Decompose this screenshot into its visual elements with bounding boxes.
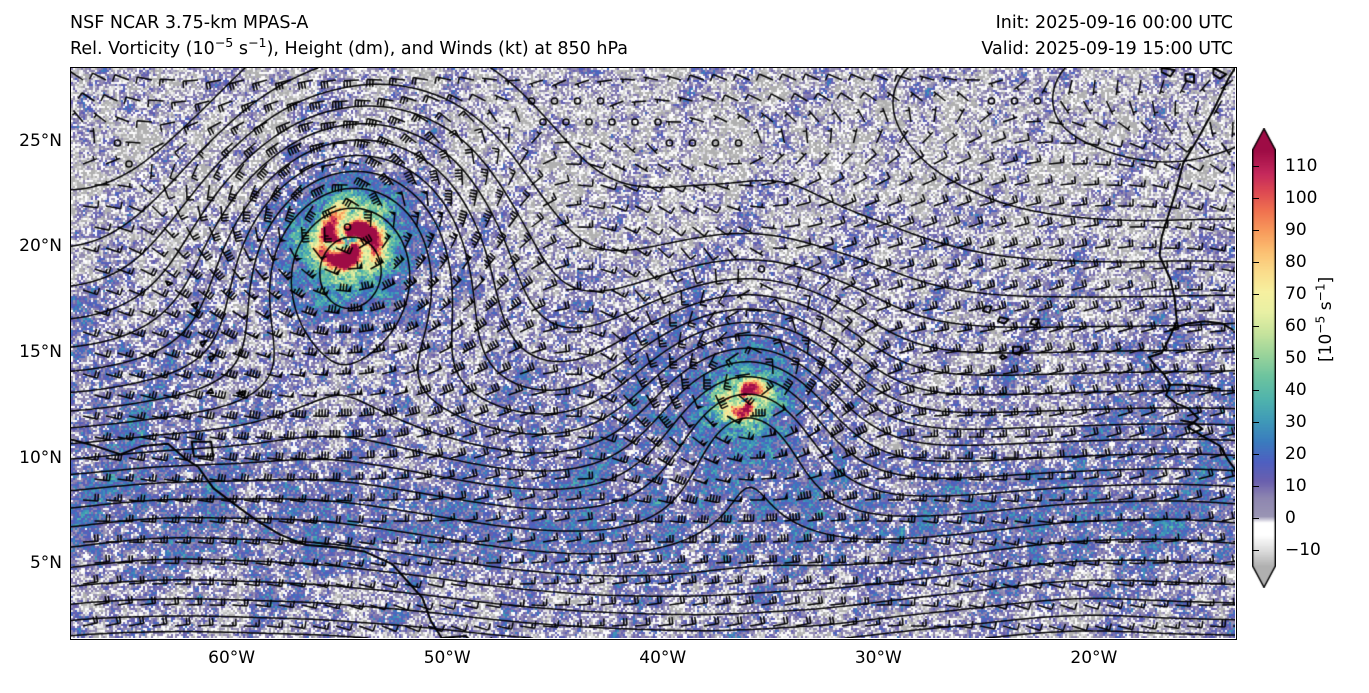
cb-unit-mid: s xyxy=(1316,301,1336,316)
colorbar-ticklabel-60: 60 xyxy=(1285,316,1307,336)
colorbar-ticklabel-10: 10 xyxy=(1285,476,1307,496)
lat-tick-15: 15°N xyxy=(19,342,62,362)
colorbar-tickmark-80 xyxy=(1252,262,1259,263)
lat-tick-5: 5°N xyxy=(29,553,62,574)
lat-tick-20: 20°N xyxy=(19,236,62,257)
colorbar-ticklabel-0: 0 xyxy=(1285,508,1296,528)
colorbar-ticklabel-110: 110 xyxy=(1285,156,1318,176)
colorbar-ticklabel-20: 20 xyxy=(1285,444,1307,464)
colorbar-tickmark-70 xyxy=(1252,294,1259,295)
lat-tick-10: 10°N xyxy=(19,447,62,468)
cb-unit-exp-2: −1 xyxy=(1313,283,1328,302)
field-exponent-1: −5 xyxy=(214,35,234,51)
colorbar-units-label: [10−5 s−1] xyxy=(1313,276,1336,362)
colorbar-ticklabel-40: 40 xyxy=(1285,380,1307,400)
colorbar-tickmark-10 xyxy=(1252,486,1259,487)
colorbar-ticklabel-100: 100 xyxy=(1285,188,1318,208)
field-mid: s xyxy=(233,39,248,59)
colorbar-ticklabel-70: 70 xyxy=(1285,284,1307,304)
cb-unit-exp-1: −5 xyxy=(1313,315,1328,334)
colorbar-ticklabel-50: 50 xyxy=(1285,348,1307,368)
colorbar-tickmark--10 xyxy=(1252,550,1259,551)
colorbar-tickmark-100 xyxy=(1252,198,1259,199)
colorbar-tickmark-40 xyxy=(1252,390,1259,391)
map-plot-area[interactable] xyxy=(70,67,1237,640)
lon-tick-60: 60°W xyxy=(208,648,256,668)
valid-time-label: Valid: 2025-09-19 15:00 UTC xyxy=(981,39,1233,59)
lat-tick-25: 25°N xyxy=(19,130,62,151)
vorticity-height-wind-map xyxy=(71,68,1235,638)
init-time-label: Init: 2025-09-16 00:00 UTC xyxy=(995,13,1233,33)
lon-tick-40: 40°W xyxy=(639,648,687,668)
colorbar-tickmark-20 xyxy=(1252,454,1259,455)
lon-tick-20: 20°W xyxy=(1070,648,1118,668)
colorbar-tickmark-0 xyxy=(1252,518,1259,519)
colorbar-tickmark-50 xyxy=(1252,358,1259,359)
colorbar-ticklabel-80: 80 xyxy=(1285,252,1307,272)
cb-unit-prefix: [10 xyxy=(1316,333,1336,362)
colorbar-tickmark-30 xyxy=(1252,422,1259,423)
field-description: Rel. Vorticity (10−5 s−1), Height (dm), … xyxy=(70,36,628,62)
header-right-block: Init: 2025-09-16 00:00 UTC Valid: 2025-0… xyxy=(981,10,1233,62)
colorbar-tickmark-90 xyxy=(1252,230,1259,231)
field-exponent-2: −1 xyxy=(248,35,267,51)
colorbar-ticklabel-30: 30 xyxy=(1285,412,1307,432)
field-prefix: Rel. Vorticity (10 xyxy=(70,39,215,59)
header-left-block: NSF NCAR 3.75-km MPAS-A Rel. Vorticity (… xyxy=(70,10,628,62)
colorbar-tickmark-60 xyxy=(1252,326,1259,327)
field-suffix: ), Height (dm), and Winds (kt) at 850 hP… xyxy=(266,39,628,59)
model-title: NSF NCAR 3.75-km MPAS-A xyxy=(70,13,309,33)
colorbar-tickmark-110 xyxy=(1252,166,1259,167)
colorbar-ticklabel-90: 90 xyxy=(1285,220,1307,240)
lon-tick-50: 50°W xyxy=(423,648,471,668)
colorbar-ticklabel--10: −10 xyxy=(1285,540,1321,560)
lon-tick-30: 30°W xyxy=(854,648,902,668)
cb-unit-suffix: ] xyxy=(1316,276,1336,284)
